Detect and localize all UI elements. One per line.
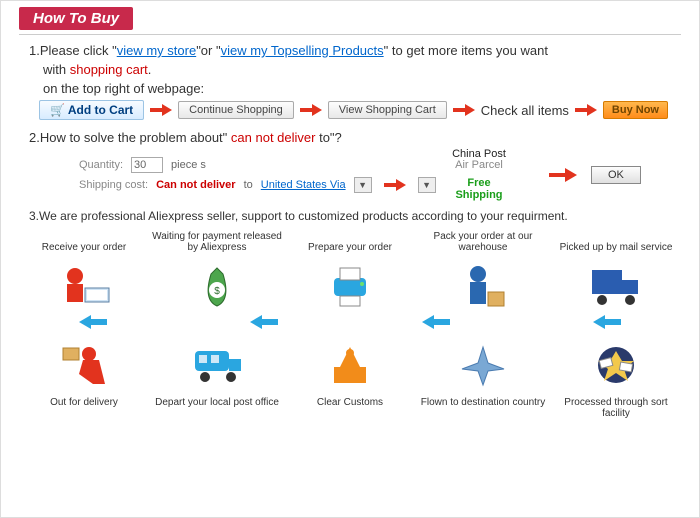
flow-label: Prepare your order — [285, 229, 415, 253]
flow-top-row: Receive your order Waiting for payment r… — [19, 229, 681, 315]
china-post-text: China PostAir Parcel — [439, 149, 519, 171]
flow-arrow-icon — [250, 315, 278, 329]
truck-icon — [551, 255, 681, 315]
view-store-link[interactable]: view my store — [117, 43, 196, 58]
delivery-person-icon — [19, 335, 149, 395]
money-bag-icon: $ — [152, 255, 282, 315]
step1-subline: on the top right of webpage: — [43, 81, 681, 96]
qty-input[interactable]: 30 — [131, 157, 163, 173]
step1-suffix: " to get more items you want — [384, 43, 548, 58]
step2-line: 2.How to solve the problem about" can no… — [29, 130, 681, 145]
customs-icon — [285, 335, 415, 395]
quantity-row: Quantity: 30 piece s — [79, 157, 439, 173]
step1-mid: "or " — [196, 43, 220, 58]
ok-button[interactable]: OK — [591, 166, 641, 184]
flow-label: Out for delivery — [19, 397, 149, 421]
step1-prefix: 1.Please click " — [29, 43, 117, 58]
person-computer-icon — [19, 255, 149, 315]
ship-label: Shipping cost: — [79, 179, 148, 191]
continue-button[interactable]: Continue Shopping — [178, 101, 294, 119]
step1-line1: 1.Please click "view my store"or "view m… — [29, 43, 681, 58]
flow-label: Processed through sort facility — [551, 397, 681, 421]
step2-prefix: 2.How to solve the problem about" — [29, 130, 231, 145]
airplane-icon — [418, 335, 548, 395]
flow-step: Out for delivery — [19, 335, 149, 421]
flow-label: Depart your local post office — [152, 397, 282, 421]
flow-step: Prepare your order — [285, 229, 415, 315]
to-text: to — [244, 179, 253, 191]
flow-arrow-icon — [79, 315, 107, 329]
shipping-row: Shipping cost: Can not deliver to United… — [79, 177, 439, 193]
banner: How To Buy — [19, 7, 133, 30]
flow-step: Picked up by mail service — [551, 229, 681, 315]
button-row: 🛒 Add to Cart Continue Shopping View Sho… — [39, 100, 681, 120]
flow-arrows-top — [19, 315, 681, 329]
printer-icon — [285, 255, 415, 315]
pieces-text: piece s — [171, 159, 206, 171]
warehouse-worker-icon — [418, 255, 548, 315]
arrow-icon — [575, 104, 597, 116]
view-cart-button[interactable]: View Shopping Cart — [328, 101, 447, 119]
topselling-link[interactable]: view my Topselling Products — [221, 43, 384, 58]
shopping-cart-text: shopping cart — [70, 62, 148, 77]
add-to-cart-button[interactable]: 🛒 Add to Cart — [39, 100, 144, 120]
country-link[interactable]: United States Via — [261, 179, 346, 191]
arrow-icon — [300, 104, 322, 116]
free-shipping-text: FreeShipping — [439, 177, 519, 201]
flow-step: Processed through sort facility — [551, 335, 681, 421]
step1-line2: with shopping cart. — [43, 62, 681, 77]
flow-label: Clear Customs — [285, 397, 415, 421]
with-text: with — [43, 62, 70, 77]
flow-label: Waiting for payment released by Aliexpre… — [152, 229, 282, 253]
van-icon — [152, 335, 282, 395]
dropdown-icon[interactable]: ▼ — [418, 177, 436, 193]
divider — [19, 34, 681, 35]
flow-label: Picked up by mail service — [551, 229, 681, 253]
period: . — [148, 62, 152, 77]
flow-label: Receive your order — [19, 229, 149, 253]
flow-step: Clear Customs — [285, 335, 415, 421]
qty-label: Quantity: — [79, 159, 123, 171]
flow-arrow-icon — [593, 315, 621, 329]
flow-label: Pack your order at our warehouse — [418, 229, 548, 253]
flow-step: Receive your order — [19, 229, 149, 315]
flow-step: Depart your local post office — [152, 335, 282, 421]
flow-step: Waiting for payment released by Aliexpre… — [152, 229, 282, 315]
flow-step: Flown to destination country — [418, 335, 548, 421]
cannot-deliver-text: Can not deliver — [156, 179, 235, 191]
step3-line: 3.We are professional Aliexpress seller,… — [29, 209, 681, 223]
flow-arrow-icon — [422, 315, 450, 329]
check-all-text: Check all items — [481, 103, 569, 118]
buy-now-button[interactable]: Buy Now — [603, 101, 668, 119]
flow-bottom-row: Out for delivery Depart your local post … — [19, 335, 681, 421]
step2-suffix: to"? — [315, 130, 341, 145]
dropdown-icon[interactable]: ▼ — [354, 177, 372, 193]
flow-label: Flown to destination country — [418, 397, 548, 421]
flow-step: Pack your order at our warehouse — [418, 229, 548, 315]
arrow-icon — [384, 179, 406, 191]
arrow-icon — [549, 168, 577, 182]
arrow-icon — [150, 104, 172, 116]
cannot-text: can not deliver — [231, 130, 316, 145]
svg-text:$: $ — [214, 286, 220, 297]
sort-facility-icon — [551, 335, 681, 395]
arrow-icon — [453, 104, 475, 116]
